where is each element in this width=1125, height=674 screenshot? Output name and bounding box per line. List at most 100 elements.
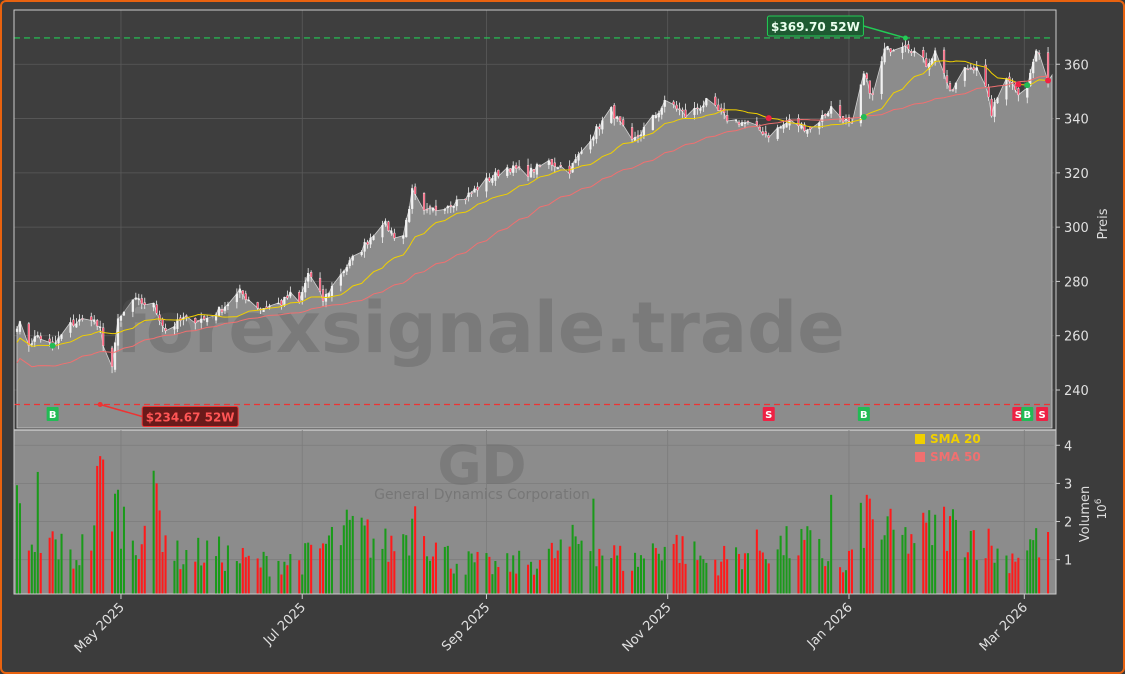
volume-tick-label: 3 bbox=[1064, 477, 1072, 492]
low-arrow bbox=[99, 403, 143, 418]
volume-bar bbox=[158, 510, 161, 594]
candle-body bbox=[803, 124, 806, 132]
volume-bar bbox=[951, 509, 954, 594]
candle-body bbox=[954, 82, 958, 90]
volume-bar bbox=[298, 560, 301, 594]
volume-bar bbox=[164, 535, 167, 594]
signal-label: B bbox=[860, 410, 868, 421]
candle-body bbox=[131, 299, 134, 312]
volume-bar bbox=[886, 516, 889, 594]
volume-bar bbox=[301, 574, 304, 594]
candle-body bbox=[345, 266, 348, 272]
volume-bar bbox=[601, 555, 604, 594]
candle-body bbox=[422, 192, 426, 211]
volume-bar bbox=[720, 561, 723, 594]
candle-body bbox=[535, 164, 539, 175]
volume-bar bbox=[1017, 557, 1020, 594]
candle-body bbox=[360, 251, 363, 255]
price-tick-label: 300 bbox=[1064, 221, 1089, 236]
candle-body bbox=[515, 165, 518, 169]
volume-bar bbox=[761, 552, 764, 594]
candle-body bbox=[39, 335, 42, 340]
candle-body bbox=[90, 316, 93, 321]
candle-body bbox=[764, 131, 767, 134]
volume-bar bbox=[535, 568, 538, 594]
volume-bar bbox=[746, 553, 749, 594]
volume-bar bbox=[348, 519, 351, 594]
candle-body bbox=[140, 298, 143, 304]
volume-bar bbox=[610, 558, 613, 594]
volume-bar bbox=[384, 528, 387, 594]
candle-body bbox=[984, 64, 987, 87]
volume-bar bbox=[152, 470, 155, 594]
candle-body bbox=[509, 168, 512, 173]
candle-body bbox=[663, 100, 666, 107]
volume-bar bbox=[934, 514, 937, 594]
volume-bar bbox=[779, 535, 782, 594]
volume-bar bbox=[185, 550, 188, 594]
candle-body bbox=[393, 232, 396, 239]
volume-bar bbox=[1011, 553, 1014, 594]
candle-body bbox=[119, 316, 123, 321]
high-52w-box bbox=[766, 15, 864, 37]
volume-bar bbox=[182, 564, 185, 594]
low-52w-box bbox=[141, 405, 239, 427]
candle-body bbox=[470, 192, 473, 194]
candle-body bbox=[821, 115, 824, 122]
volume-bar bbox=[987, 528, 990, 594]
volume-bar bbox=[550, 542, 553, 594]
volume-bar bbox=[527, 564, 530, 594]
candle-body bbox=[595, 126, 598, 139]
volume-bar bbox=[865, 494, 868, 594]
candle-body bbox=[942, 49, 946, 74]
volume-bar bbox=[238, 563, 241, 594]
candle-body bbox=[226, 304, 230, 307]
candle-body bbox=[616, 116, 619, 119]
candle-body bbox=[880, 61, 883, 95]
candle-body bbox=[922, 50, 925, 58]
candle-body bbox=[60, 334, 63, 339]
candle-body bbox=[351, 256, 354, 261]
candle-body bbox=[185, 315, 188, 317]
volume-bar bbox=[538, 560, 541, 594]
volume-bar bbox=[1029, 539, 1032, 594]
volume-bar bbox=[78, 565, 81, 594]
volume-bar bbox=[467, 551, 470, 594]
volume-bar bbox=[39, 552, 42, 594]
candle-body bbox=[330, 285, 334, 297]
volume-bar bbox=[342, 525, 345, 594]
volume-bar bbox=[363, 525, 366, 594]
volume-bar bbox=[598, 548, 601, 594]
volume-bar bbox=[663, 546, 666, 594]
volume-bar bbox=[512, 555, 515, 594]
volume-bar bbox=[592, 498, 595, 594]
volume-bar bbox=[131, 540, 134, 594]
volume-bar bbox=[681, 536, 684, 594]
volume-bar bbox=[134, 555, 137, 594]
candle-body bbox=[883, 48, 886, 63]
candle-body bbox=[72, 319, 75, 326]
volume-bar bbox=[143, 525, 146, 594]
candle-body bbox=[152, 302, 155, 308]
volume-bar bbox=[1035, 528, 1038, 594]
candle-body bbox=[27, 323, 30, 346]
candle-body bbox=[223, 306, 227, 311]
volume-bar bbox=[850, 549, 853, 594]
candle-body bbox=[963, 67, 966, 81]
volume-bar bbox=[99, 456, 102, 594]
candle-body bbox=[93, 319, 96, 322]
volume-bar bbox=[215, 556, 218, 594]
volume-bar bbox=[963, 557, 966, 594]
volume-bar bbox=[675, 534, 678, 594]
candle-body bbox=[675, 104, 678, 110]
volume-bar bbox=[277, 560, 280, 594]
candle-body bbox=[809, 127, 812, 130]
volume-bar bbox=[948, 516, 952, 594]
volume-bar bbox=[176, 540, 179, 594]
candle-body bbox=[318, 277, 322, 292]
candle-body bbox=[262, 308, 265, 312]
volume-bar bbox=[714, 559, 717, 594]
volume-panel-bg bbox=[14, 430, 1056, 594]
candle-body bbox=[512, 165, 515, 173]
candle-body bbox=[122, 312, 126, 316]
